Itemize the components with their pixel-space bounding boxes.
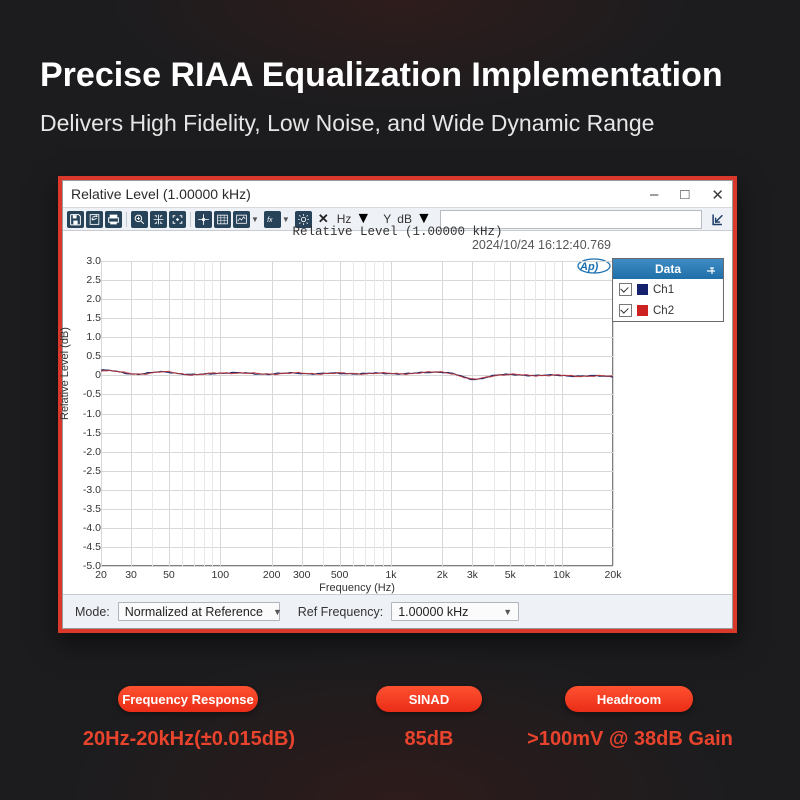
svg-text:fx: fx [267, 217, 273, 224]
